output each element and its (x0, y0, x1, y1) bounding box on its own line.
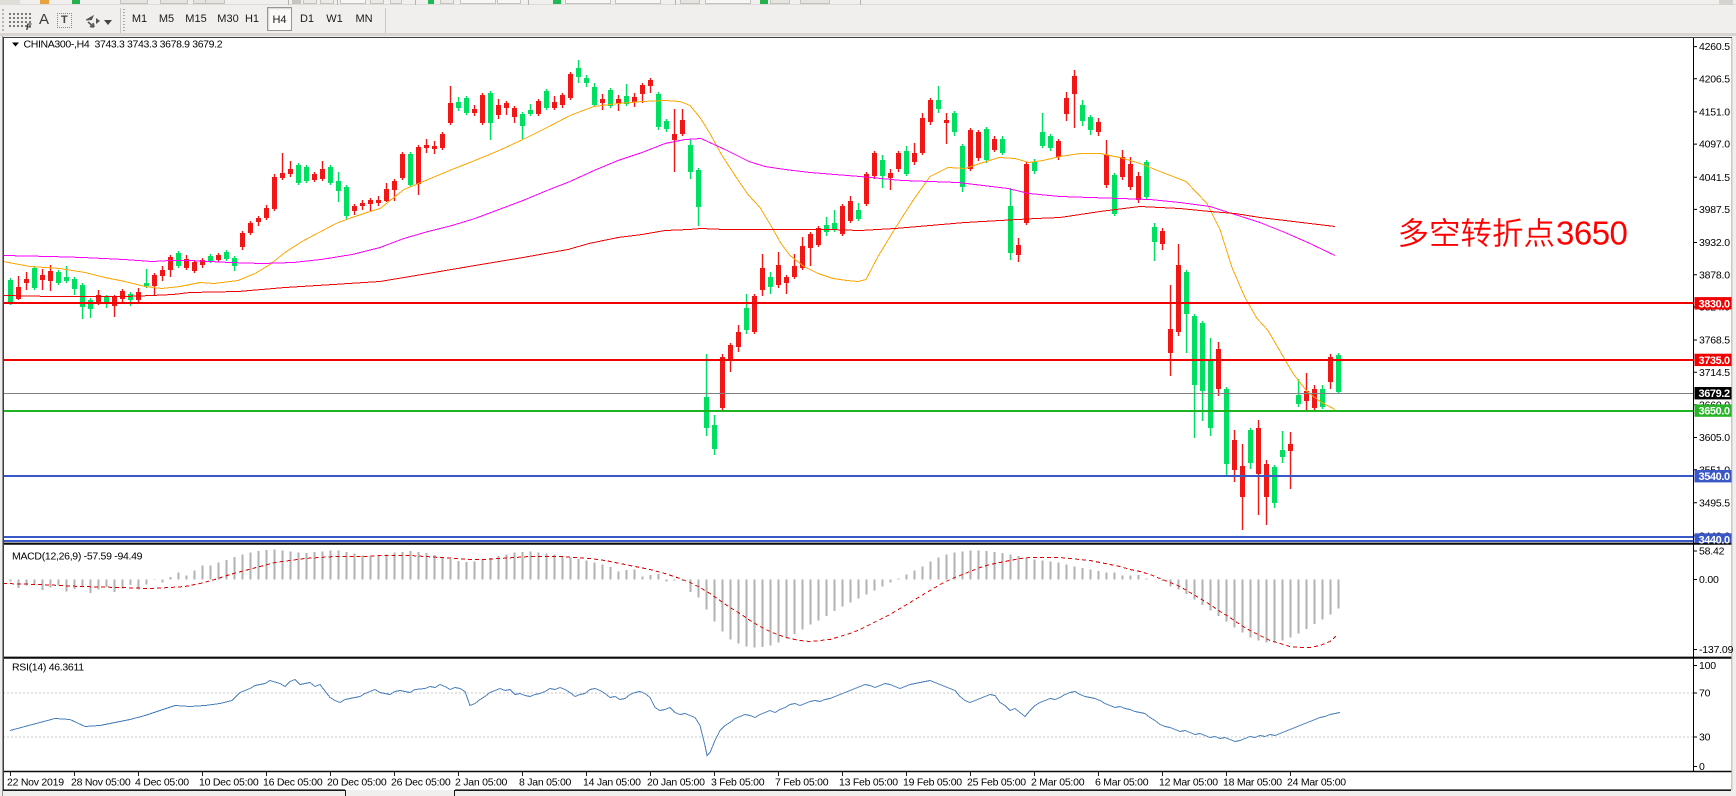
svg-text:3495.5: 3495.5 (1699, 497, 1730, 509)
svg-text:3932.0: 3932.0 (1699, 237, 1730, 249)
svg-text:8 Jan 05:00: 8 Jan 05:00 (519, 777, 572, 789)
svg-text:7 Feb 05:00: 7 Feb 05:00 (775, 777, 829, 789)
svg-text:28 Nov 05:00: 28 Nov 05:00 (71, 777, 131, 789)
svg-text:CHINA300-,H4 3743.3 3743.3 36: CHINA300-,H4 3743.3 3743.3 3678.9 3679.2 (24, 39, 223, 51)
svg-text:3714.5: 3714.5 (1699, 367, 1730, 379)
svg-text:2 Jan 05:00: 2 Jan 05:00 (455, 777, 508, 789)
svg-text:19 Feb 05:00: 19 Feb 05:00 (903, 777, 962, 789)
svg-text:RSI(14) 46.3611: RSI(14) 46.3611 (12, 662, 84, 674)
svg-text:3735.0: 3735.0 (1699, 355, 1731, 367)
svg-text:0: 0 (1699, 761, 1705, 773)
svg-text:14 Jan 05:00: 14 Jan 05:00 (583, 777, 641, 789)
svg-text:3878.0: 3878.0 (1699, 269, 1730, 281)
svg-text:0.00: 0.00 (1699, 574, 1719, 586)
svg-text:25 Feb 05:00: 25 Feb 05:00 (967, 777, 1026, 789)
svg-text:100: 100 (1699, 660, 1716, 672)
svg-text:3650: 3650 (1556, 215, 1628, 252)
svg-text:4041.5: 4041.5 (1699, 172, 1730, 184)
svg-text:10 Dec 05:00: 10 Dec 05:00 (199, 777, 259, 789)
svg-text:3650.0: 3650.0 (1699, 406, 1731, 418)
svg-text:3830.0: 3830.0 (1699, 298, 1731, 310)
svg-text:4151.0: 4151.0 (1699, 107, 1730, 119)
svg-text:26 Dec 05:00: 26 Dec 05:00 (391, 777, 451, 789)
svg-text:13 Feb 05:00: 13 Feb 05:00 (839, 777, 898, 789)
svg-text:4 Dec 05:00: 4 Dec 05:00 (135, 777, 189, 789)
svg-text:3540.0: 3540.0 (1699, 471, 1731, 483)
svg-text:3440.0: 3440.0 (1699, 535, 1731, 547)
svg-text:20 Jan 05:00: 20 Jan 05:00 (647, 777, 705, 789)
svg-text:MACD(12,26,9) -57.59 -94.49: MACD(12,26,9) -57.59 -94.49 (12, 551, 143, 563)
svg-text:70: 70 (1699, 688, 1711, 700)
svg-text:2 Mar 05:00: 2 Mar 05:00 (1031, 777, 1085, 789)
svg-text:16 Dec 05:00: 16 Dec 05:00 (263, 777, 323, 789)
svg-text:3768.5: 3768.5 (1699, 335, 1730, 347)
svg-text:20 Dec 05:00: 20 Dec 05:00 (327, 777, 387, 789)
svg-text:4097.0: 4097.0 (1699, 139, 1730, 151)
svg-text:18 Mar 05:00: 18 Mar 05:00 (1223, 777, 1282, 789)
svg-text:4206.5: 4206.5 (1699, 73, 1730, 85)
svg-text:12 Mar 05:00: 12 Mar 05:00 (1159, 777, 1218, 789)
svg-text:4260.5: 4260.5 (1699, 41, 1730, 53)
svg-text:24 Mar 05:00: 24 Mar 05:00 (1287, 777, 1346, 789)
svg-text:3987.5: 3987.5 (1699, 204, 1730, 216)
svg-text:3 Feb 05:00: 3 Feb 05:00 (711, 777, 765, 789)
svg-text:6 Mar 05:00: 6 Mar 05:00 (1095, 777, 1149, 789)
svg-text:58.42: 58.42 (1699, 546, 1725, 558)
svg-text:-137.09: -137.09 (1699, 644, 1734, 656)
svg-text:3605.0: 3605.0 (1699, 432, 1730, 444)
svg-text:3679.2: 3679.2 (1699, 388, 1731, 400)
svg-text:22 Nov 2019: 22 Nov 2019 (7, 777, 64, 789)
svg-text:30: 30 (1699, 732, 1711, 744)
